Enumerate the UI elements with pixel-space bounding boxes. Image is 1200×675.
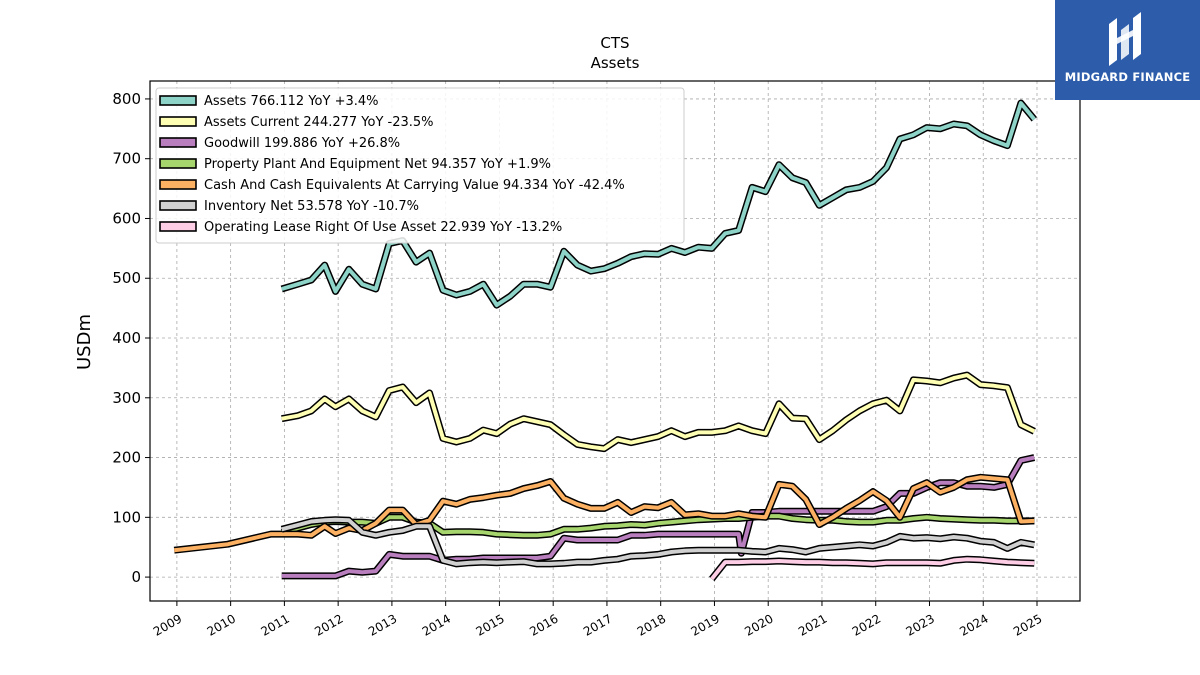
legend-swatch (159, 137, 197, 148)
y-tick-label: 100 (112, 508, 141, 526)
brand-name: MIDGARD FINANCE (1064, 70, 1191, 84)
series-layer (173, 99, 1037, 582)
x-tick-label: 2013 (366, 611, 399, 638)
legend-swatch (159, 95, 197, 106)
y-tick-label: 500 (112, 269, 141, 287)
legend-entry: Assets Current 244.277 YoY -23.5% (204, 115, 434, 130)
legend-entry: Property Plant And Equipment Net 94.357 … (204, 157, 551, 172)
x-tick-label: 2018 (635, 611, 668, 638)
series-line-5 (280, 516, 1035, 568)
y-tick-label: 200 (112, 449, 141, 467)
series-line-4 (173, 473, 1035, 554)
legend-entry: Inventory Net 53.578 YoY -10.7% (204, 199, 419, 214)
x-tick-label: 2009 (151, 611, 184, 638)
brand-logo: MIDGARD FINANCE (1055, 0, 1200, 100)
legend-entry: Operating Lease Right Of Use Asset 22.93… (204, 220, 562, 235)
x-tick-label: 2012 (312, 611, 345, 638)
x-tick-label: 2010 (205, 611, 238, 638)
legend-swatch (159, 116, 197, 127)
x-tick-label: 2015 (473, 611, 506, 638)
legend-swatch (159, 221, 197, 232)
x-tick-label: 2014 (420, 611, 453, 638)
y-axis-label: USDm (74, 314, 95, 370)
y-tick-label: 0 (131, 568, 141, 586)
x-tick-label: 2017 (581, 611, 614, 638)
legend-box (155, 87, 685, 244)
x-tick-label: 2019 (688, 611, 721, 638)
x-tick-label: 2024 (957, 611, 990, 638)
legend-entry: Goodwill 199.886 YoY +26.8% (204, 136, 400, 151)
chart-subtitle: Assets (591, 54, 640, 72)
legend-swatch (159, 158, 197, 169)
x-tick-label: 2023 (904, 611, 937, 638)
series-line-0 (280, 99, 1037, 309)
x-tick-label: 2025 (1011, 611, 1044, 638)
legend-swatch (159, 200, 197, 211)
y-tick-label: 600 (112, 209, 141, 227)
x-tick-label: 2016 (527, 611, 560, 638)
series-line-1 (281, 371, 1036, 453)
legend-entry: Cash And Cash Equivalents At Carrying Va… (204, 178, 625, 193)
chart-title: CTS (600, 34, 629, 52)
legend-entry: Assets 766.112 YoY +3.4% (204, 94, 379, 109)
x-tick-label: 2021 (796, 611, 829, 638)
y-tick-label: 800 (112, 90, 141, 108)
plot-frame (149, 80, 1081, 602)
x-tick-label: 2011 (258, 611, 291, 638)
y-tick-label: 700 (112, 150, 141, 168)
x-tick-label: 2022 (850, 611, 883, 638)
x-tick-label: 2020 (742, 611, 775, 638)
y-tick-label: 400 (112, 329, 141, 347)
y-tick-label: 300 (112, 389, 141, 407)
series-line-6 (709, 555, 1035, 582)
midgard-logo-icon (1109, 12, 1141, 66)
legend-swatch (159, 179, 197, 190)
legend: Assets 766.112 YoY +3.4% Assets Current 2… (155, 87, 685, 244)
